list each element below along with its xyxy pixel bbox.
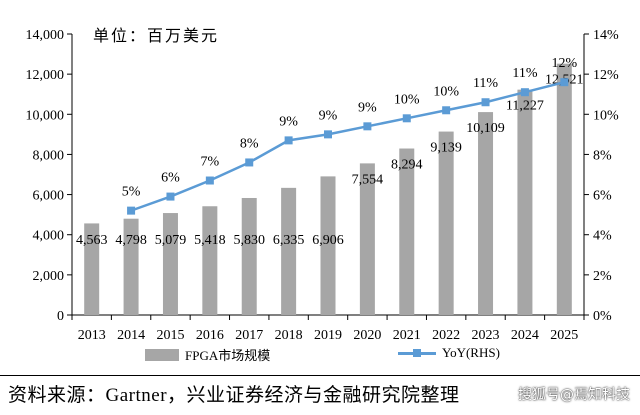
yoy-value-label: 7% [201,155,220,170]
x-tick-label: 2014 [117,328,145,343]
yoy-point [284,136,293,145]
x-tick-label: 2017 [235,328,263,343]
yoy-point [402,114,411,123]
yoy-value-label: 10% [394,92,420,107]
bar-value-label: 11,227 [506,99,544,114]
x-tick-label: 2022 [432,328,460,343]
divider [0,375,640,376]
legend-line-swatch-icon [398,347,436,359]
yoy-point [442,106,451,115]
yoy-value-label: 9% [319,108,338,123]
yoy-point [520,88,529,97]
left-tick-label: 8,000 [33,148,65,163]
bar [241,197,257,315]
bar-value-label: 10,109 [466,121,505,136]
right-tick-label: 8% [593,148,612,163]
legend-bar-swatch-icon [145,348,179,361]
bar-value-label: 4,798 [115,233,147,248]
x-tick-label: 2020 [353,328,381,343]
bar [399,148,415,315]
right-tick-label: 10% [593,108,619,123]
bar-value-label: 6,335 [273,233,305,248]
yoy-point [245,158,254,167]
right-tick-label: 0% [593,309,612,324]
left-tick-label: 10,000 [26,108,65,123]
x-tick-label: 2018 [275,328,303,343]
right-tick-label: 2% [593,269,612,284]
x-tick-label: 2019 [314,328,342,343]
bar [202,206,218,315]
left-tick-label: 12,000 [26,68,65,83]
fpga-market-chart: 0 2,000 4,000 6,000 8,000 10,000 12,000 14,000 0… [26,28,620,343]
x-tick-label: 2024 [511,328,539,343]
left-tick-label: 6,000 [33,189,65,204]
bar [556,63,572,316]
bar [359,163,375,315]
yoy-value-label: 6% [161,171,180,186]
bar-value-label: 5,418 [194,233,226,248]
bar-value-label: 9,139 [430,141,462,156]
bar [84,223,100,315]
legend-bar: FPGA市场规模 [145,345,270,364]
yoy-point [481,98,490,107]
yoy-value-label: 11% [473,76,498,91]
yoy-value-label: 10% [433,84,459,99]
bar [281,187,297,315]
right-tick-label: 12% [593,68,619,83]
yoy-value-label: 5% [122,185,141,200]
source-note: 资料来源：Gartner，兴业证券经济与金融研究院整理 [8,385,460,406]
bar-value-label: 5,830 [233,233,265,248]
bar-value-label: 6,906 [312,233,344,248]
legend-line: YoY(RHS) [398,345,500,361]
yoy-value-label: 12% [551,56,577,71]
left-tick-label: 4,000 [33,229,65,244]
yoy-line [130,80,565,212]
yoy-point [560,78,569,87]
yoy-value-label: 8% [240,136,259,151]
unit-label: 单位：百万美元 [93,26,220,45]
right-tick-label: 14% [593,28,619,43]
x-tick-label: 2016 [196,328,224,343]
yoy-point [324,130,332,139]
yoy-value-label: 9% [279,114,298,129]
x-tick-label: 2021 [393,328,421,343]
yoy-point [166,192,175,201]
yoy-point [363,122,372,131]
x-tick-label: 2013 [78,328,106,343]
left-tick-label: 0 [57,309,64,324]
bar [162,213,178,315]
yoy-point [127,206,136,215]
legend-bar-label: FPGA市场规模 [185,348,271,363]
left-tick-label: 2,000 [33,269,65,284]
watermark: 搜狐号@焉知科技 [518,387,630,403]
x-tick-label: 2023 [472,328,500,343]
yoy-value-label: 11% [512,66,537,81]
bar [438,131,454,315]
x-tick-label: 2025 [550,328,578,343]
bar-value-label: 7,554 [352,172,384,187]
left-tick-label: 14,000 [26,28,65,43]
bar [478,112,494,315]
right-tick-label: 4% [593,229,612,244]
yoy-point [205,176,214,185]
bar [517,89,533,315]
bar-value-label: 4,563 [76,233,108,248]
bar [123,218,139,315]
right-tick-label: 6% [593,189,612,204]
yoy-value-label: 9% [358,100,377,115]
bar-value-label: 8,294 [391,158,423,173]
bar [320,176,336,315]
bar-value-label: 5,079 [155,233,187,248]
x-tick-label: 2015 [156,328,184,343]
legend-line-label: YoY(RHS) [442,345,500,360]
